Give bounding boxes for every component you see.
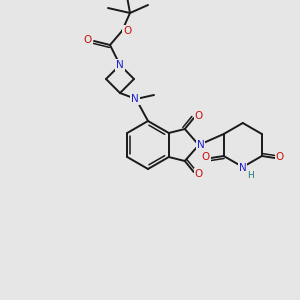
Text: N: N (131, 94, 139, 104)
Text: H: H (248, 170, 254, 179)
Text: O: O (276, 152, 284, 162)
Text: N: N (197, 140, 205, 150)
Text: O: O (84, 35, 92, 45)
Text: N: N (239, 163, 247, 173)
Text: N: N (116, 60, 124, 70)
Text: O: O (195, 169, 203, 179)
Text: O: O (195, 111, 203, 121)
Text: O: O (202, 152, 210, 162)
Text: O: O (123, 26, 131, 36)
